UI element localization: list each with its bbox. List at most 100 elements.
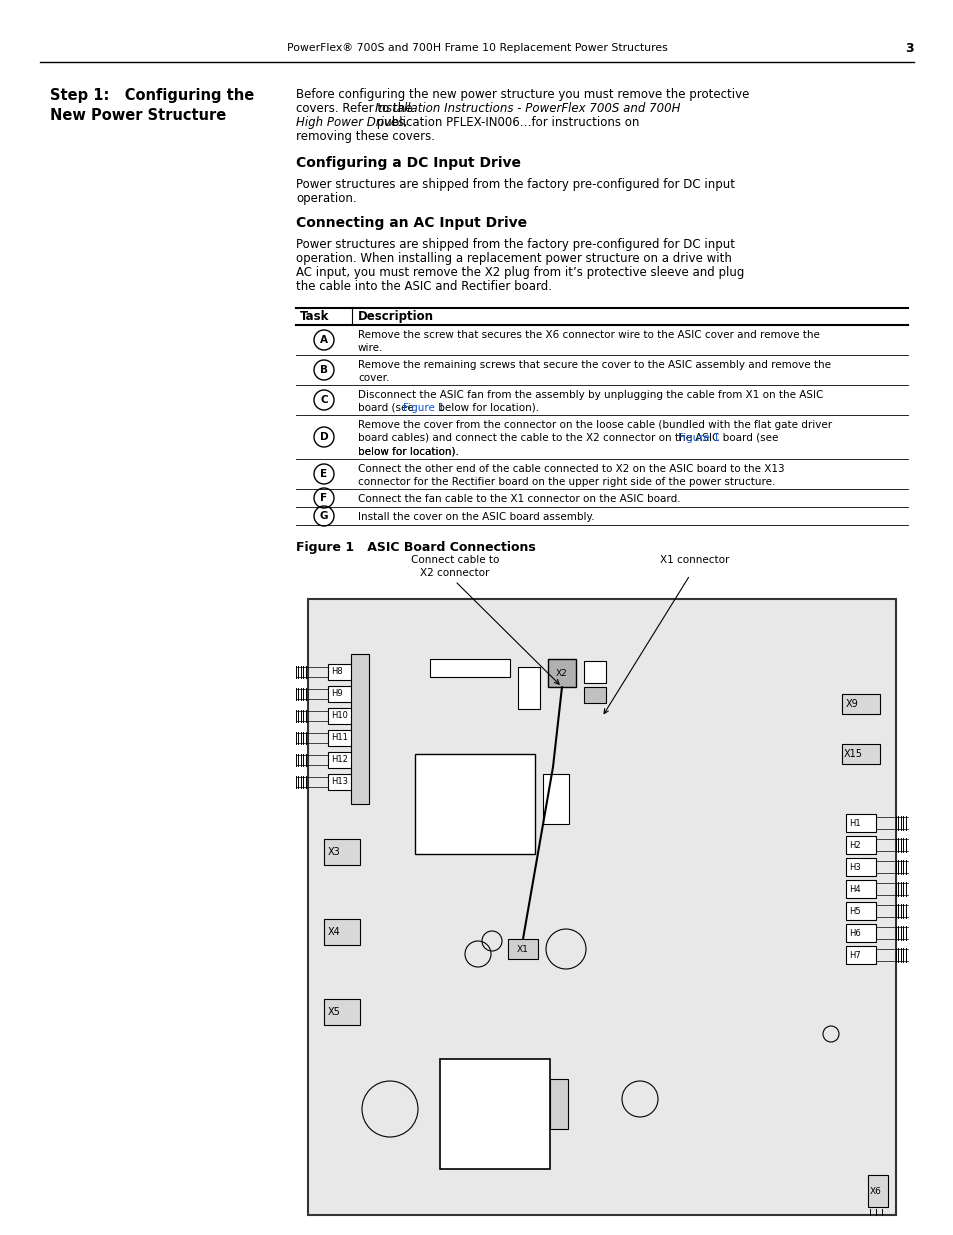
- Bar: [583, 687, 605, 703]
- Text: X15: X15: [843, 748, 862, 760]
- Text: Task: Task: [299, 310, 329, 324]
- Bar: [415, 755, 535, 853]
- Text: Installation Instructions - PowerFlex 700S and 700H: Installation Instructions - PowerFlex 70…: [375, 103, 679, 115]
- Bar: [328, 774, 357, 790]
- Text: G: G: [319, 511, 328, 521]
- Text: Connect the fan cable to the X1 connector on the ASIC board.: Connect the fan cable to the X1 connecto…: [357, 494, 679, 504]
- Text: X3: X3: [328, 847, 340, 857]
- Bar: [547, 659, 576, 687]
- FancyBboxPatch shape: [308, 599, 895, 1215]
- Text: E: E: [320, 469, 327, 479]
- Text: Remove the cover from the connector on the loose cable (bundled with the flat ga: Remove the cover from the connector on t…: [357, 420, 831, 430]
- Text: Disconnect the ASIC fan from the assembly by unplugging the cable from X1 on the: Disconnect the ASIC fan from the assembl…: [357, 390, 822, 400]
- Text: Configuring a DC Input Drive: Configuring a DC Input Drive: [295, 156, 520, 170]
- Text: A: A: [319, 335, 328, 345]
- Bar: [324, 839, 359, 864]
- Bar: [439, 1058, 550, 1170]
- Text: H8: H8: [331, 667, 342, 677]
- Text: Remove the screw that secures the X6 connector wire to the ASIC cover and remove: Remove the screw that secures the X6 con…: [357, 330, 819, 340]
- Text: New Power Structure: New Power Structure: [50, 107, 226, 124]
- Text: X1: X1: [517, 945, 528, 953]
- Bar: [867, 1174, 887, 1207]
- Text: H9: H9: [331, 689, 342, 699]
- Text: Before configuring the new power structure you must remove the protective: Before configuring the new power structu…: [295, 88, 749, 101]
- Text: publication PFLEX-IN006…for instructions on: publication PFLEX-IN006…for instructions…: [373, 116, 639, 128]
- Text: H4: H4: [848, 884, 860, 893]
- Bar: [845, 902, 875, 920]
- Text: X2: X2: [556, 668, 567, 678]
- Bar: [550, 1079, 567, 1129]
- Text: F: F: [320, 493, 327, 503]
- Text: H1: H1: [848, 819, 860, 827]
- Text: X1 connector: X1 connector: [659, 555, 729, 564]
- Text: 3: 3: [904, 42, 913, 54]
- Text: Remove the remaining screws that secure the cover to the ASIC assembly and remov: Remove the remaining screws that secure …: [357, 359, 830, 370]
- Bar: [351, 655, 369, 804]
- Text: Description: Description: [357, 310, 434, 324]
- Bar: [841, 743, 879, 764]
- Text: High Power Drives,: High Power Drives,: [295, 116, 408, 128]
- Text: operation. When installing a replacement power structure on a drive with: operation. When installing a replacement…: [295, 252, 731, 266]
- Text: X6: X6: [869, 1187, 881, 1195]
- Text: Install the cover on the ASIC board assembly.: Install the cover on the ASIC board asse…: [357, 513, 594, 522]
- Text: X4: X4: [328, 927, 340, 937]
- Text: H7: H7: [848, 951, 860, 960]
- Text: X9: X9: [845, 699, 858, 709]
- Text: board cables) and connect the cable to the X2 connector on the ASIC board (see: board cables) and connect the cable to t…: [357, 433, 781, 443]
- Text: D: D: [319, 432, 328, 442]
- Text: below for location).: below for location).: [357, 446, 458, 456]
- Text: H13: H13: [331, 778, 348, 787]
- Text: Connecting an AC Input Drive: Connecting an AC Input Drive: [295, 216, 527, 230]
- Text: PowerFlex® 700S and 700H Frame 10 Replacement Power Structures: PowerFlex® 700S and 700H Frame 10 Replac…: [286, 43, 667, 53]
- Text: Figure 1: Figure 1: [402, 403, 444, 412]
- Text: Power structures are shipped from the factory pre-configured for DC input: Power structures are shipped from the fa…: [295, 238, 734, 251]
- Text: X2 connector: X2 connector: [420, 568, 489, 578]
- Text: board (see: board (see: [357, 403, 416, 412]
- Text: B: B: [319, 366, 328, 375]
- Text: connector for the Rectifier board on the upper right side of the power structure: connector for the Rectifier board on the…: [357, 477, 775, 487]
- Bar: [328, 730, 357, 746]
- Text: H10: H10: [331, 711, 348, 720]
- Bar: [328, 708, 357, 724]
- Text: H3: H3: [848, 862, 860, 872]
- Bar: [845, 881, 875, 898]
- Bar: [324, 999, 359, 1025]
- Text: X5: X5: [328, 1007, 340, 1016]
- Text: Connect the other end of the cable connected to X2 on the ASIC board to the X13: Connect the other end of the cable conne…: [357, 464, 783, 474]
- Bar: [845, 858, 875, 876]
- Text: removing these covers.: removing these covers.: [295, 130, 435, 143]
- Text: wire.: wire.: [357, 343, 383, 353]
- Bar: [507, 939, 537, 960]
- Text: AC input, you must remove the X2 plug from it’s protective sleeve and plug: AC input, you must remove the X2 plug fr…: [295, 266, 743, 279]
- Bar: [517, 667, 539, 709]
- Text: Figure 1   ASIC Board Connections: Figure 1 ASIC Board Connections: [295, 541, 536, 555]
- Text: Connect cable to: Connect cable to: [411, 555, 498, 564]
- Text: the cable into the ASIC and Rectifier board.: the cable into the ASIC and Rectifier bo…: [295, 280, 552, 293]
- Bar: [328, 685, 357, 701]
- Text: H2: H2: [848, 841, 860, 850]
- Text: below for location).: below for location).: [357, 446, 458, 456]
- Text: below for location).: below for location).: [435, 403, 538, 412]
- Bar: [328, 752, 357, 768]
- Text: cover.: cover.: [357, 373, 389, 383]
- Bar: [845, 924, 875, 942]
- Bar: [845, 836, 875, 853]
- Bar: [324, 919, 359, 945]
- Text: H5: H5: [848, 906, 860, 915]
- Bar: [542, 774, 568, 824]
- Bar: [845, 814, 875, 832]
- Bar: [841, 694, 879, 714]
- Bar: [845, 946, 875, 965]
- Text: C: C: [320, 395, 328, 405]
- Bar: [430, 659, 510, 677]
- Text: H12: H12: [331, 756, 348, 764]
- Bar: [328, 664, 357, 680]
- Text: H6: H6: [848, 929, 860, 937]
- Bar: [583, 661, 605, 683]
- Text: Power structures are shipped from the factory pre-configured for DC input: Power structures are shipped from the fa…: [295, 178, 734, 191]
- Text: H11: H11: [331, 734, 348, 742]
- Text: Figure 1: Figure 1: [678, 433, 719, 443]
- Text: operation.: operation.: [295, 191, 356, 205]
- Text: covers. Refer to the: covers. Refer to the: [295, 103, 416, 115]
- Text: Step 1:   Configuring the: Step 1: Configuring the: [50, 88, 254, 103]
